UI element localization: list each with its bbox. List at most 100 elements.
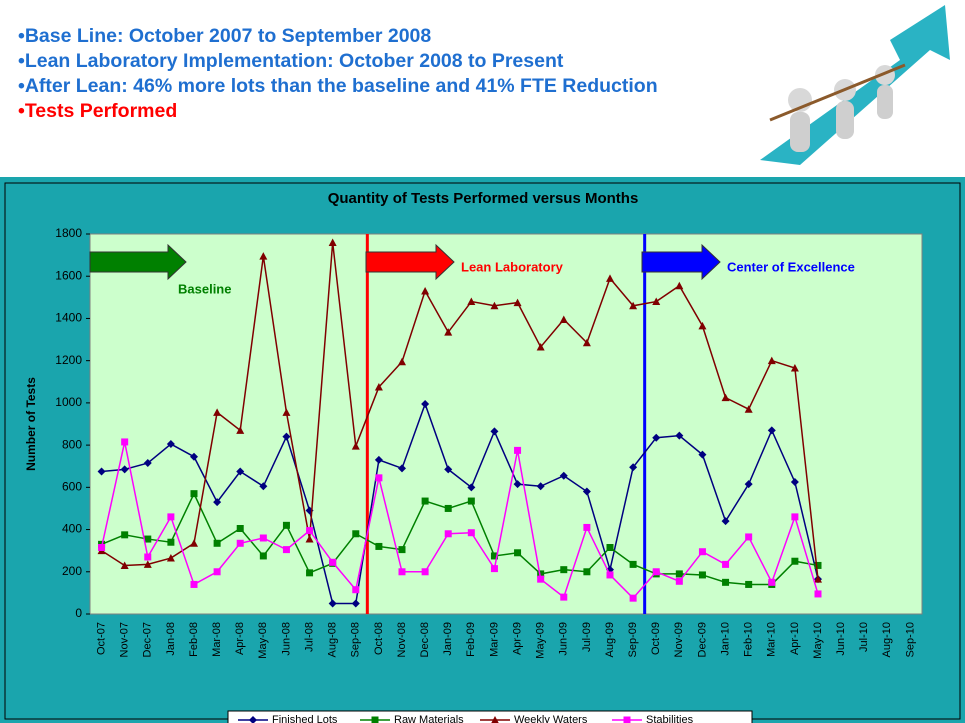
marker: [97, 467, 106, 476]
marker: [282, 521, 290, 529]
marker: [98, 544, 106, 551]
x-tick-label: Sep-08: [350, 622, 362, 657]
bullet-list: Base Line: October 2007 to September 200…: [18, 24, 718, 124]
marker: [213, 539, 221, 547]
y-tick-label: 600: [62, 480, 82, 494]
marker: [537, 575, 545, 583]
x-tick-label: Mar-10: [766, 622, 778, 657]
y-tick-label: 1600: [55, 268, 82, 282]
marker: [144, 553, 152, 561]
marker: [652, 297, 661, 306]
marker: [582, 338, 591, 347]
marker: [675, 281, 684, 290]
marker: [236, 539, 244, 547]
marker: [768, 578, 776, 586]
y-tick-label: 800: [62, 437, 82, 451]
marker: [374, 455, 383, 464]
x-tick-label: Apr-10: [789, 622, 801, 655]
marker: [421, 399, 430, 408]
marker: [583, 523, 591, 531]
marker: [698, 321, 707, 330]
series-line: [100, 441, 819, 600]
marker: [213, 408, 222, 416]
marker: [559, 315, 568, 323]
marker: [467, 297, 476, 306]
y-axis-label: Number of Tests: [24, 377, 38, 471]
marker: [744, 480, 753, 489]
marker: [790, 364, 799, 372]
x-tick-label: Jun-08: [280, 622, 292, 656]
series-line: [101, 401, 819, 605]
x-tick-label: Oct-09: [650, 622, 662, 655]
marker: [306, 569, 314, 577]
marker: [606, 544, 614, 551]
marker: [329, 558, 337, 566]
marker: [144, 535, 152, 543]
marker: [744, 405, 753, 413]
marker: [698, 548, 706, 556]
x-tick-label: Sep-10: [904, 622, 916, 657]
x-tick-label: Feb-08: [188, 622, 200, 657]
marker: [791, 557, 799, 565]
marker: [606, 274, 614, 282]
bullet: Lean Laboratory Implementation: October …: [18, 49, 718, 74]
marker: [745, 533, 753, 541]
x-tick-label: Oct-08: [373, 622, 385, 655]
x-tick-label: Jun-10: [835, 622, 847, 656]
marker: [745, 580, 753, 588]
marker: [721, 393, 730, 402]
x-tick-label: Nov-09: [673, 622, 685, 657]
marker: [491, 716, 499, 723]
marker: [721, 517, 730, 526]
marker: [623, 716, 631, 723]
x-tick-label: Apr-09: [511, 622, 523, 655]
x-tick-label: Jul-09: [581, 622, 593, 652]
marker: [398, 546, 406, 554]
marker: [559, 471, 568, 480]
marker: [282, 408, 291, 416]
chart-title: Quantity of Tests Performed versus Month…: [328, 190, 639, 207]
marker: [374, 383, 383, 391]
legend-label: Stabilities: [646, 714, 694, 723]
x-tick-label: Aug-08: [327, 622, 339, 657]
marker: [421, 497, 429, 505]
marker: [143, 459, 152, 468]
marker: [537, 570, 545, 578]
marker: [282, 432, 291, 441]
marker: [213, 568, 221, 576]
marker: [490, 552, 498, 560]
marker: [490, 565, 498, 573]
marker: [675, 431, 684, 440]
marker: [259, 482, 268, 491]
marker: [722, 578, 730, 586]
marker: [791, 513, 799, 521]
marker: [166, 554, 175, 562]
marker: [513, 480, 522, 489]
x-tick-label: Jul-10: [858, 622, 870, 652]
marker: [167, 513, 175, 521]
marker: [421, 568, 429, 576]
x-tick-label: May-10: [812, 622, 824, 659]
marker: [236, 467, 245, 476]
legend-label: Finished Lots: [272, 714, 338, 723]
x-tick-label: Feb-09: [465, 622, 477, 657]
marker: [190, 580, 198, 588]
marker: [652, 568, 660, 576]
x-tick-label: Mar-08: [211, 622, 223, 657]
marker: [398, 357, 406, 366]
x-tick-label: Aug-10: [881, 622, 893, 657]
marker: [167, 538, 175, 546]
x-tick-label: Mar-09: [488, 622, 500, 657]
y-tick-label: 400: [62, 522, 82, 536]
bullet: Base Line: October 2007 to September 200…: [18, 24, 718, 49]
marker: [259, 252, 268, 260]
x-tick-label: Feb-10: [743, 622, 755, 657]
x-tick-label: Nov-07: [119, 622, 131, 657]
legend-label: Raw Materials: [394, 714, 464, 723]
marker: [629, 463, 638, 472]
marker: [351, 599, 360, 608]
marker: [305, 535, 314, 543]
x-tick-label: Jun-09: [558, 622, 570, 656]
